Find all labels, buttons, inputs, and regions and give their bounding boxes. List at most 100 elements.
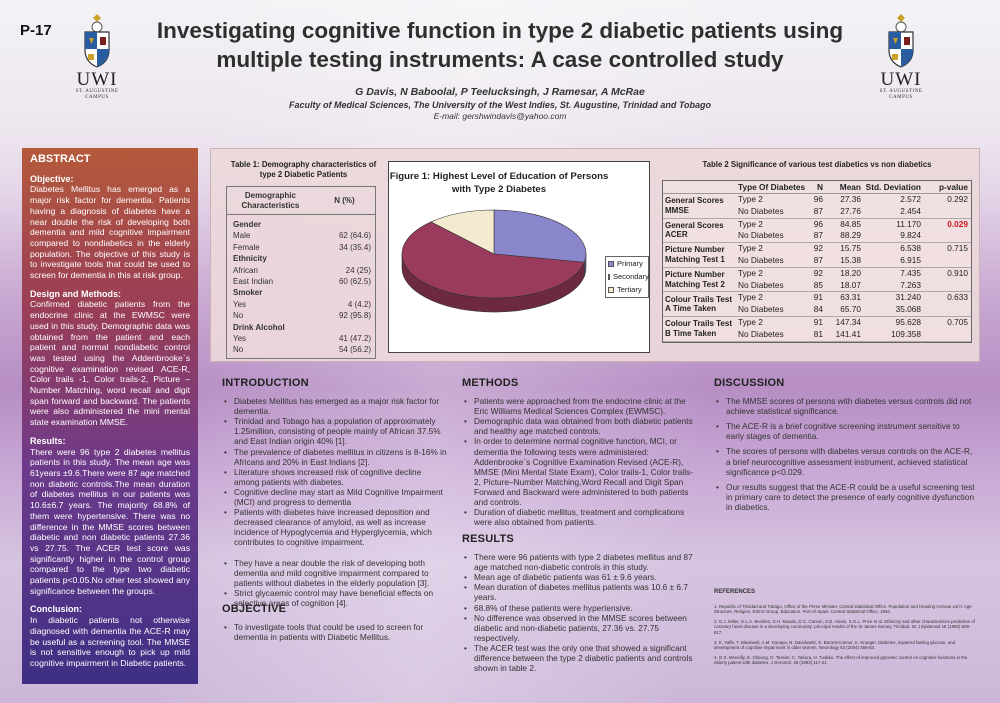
reference-item: 3. K. Yaffe, T. Blackwell, A.M. Kanaya, …: [714, 639, 956, 651]
cell-mean: 18.07: [840, 279, 861, 290]
cell-n: 84: [813, 304, 823, 315]
bullet-item: Strict glycaemic control may have benefi…: [222, 588, 448, 608]
table1-value: 62 (64.6): [338, 231, 371, 241]
table1-row: Male 62 (64.6): [227, 230, 375, 241]
cell-mean: 27.36: [840, 194, 861, 204]
table1-value: [320, 219, 375, 230]
cell-p-value: 0.029: [947, 218, 968, 229]
cell-n: 85: [813, 279, 823, 290]
table1-value: 4 (4.2): [347, 299, 371, 309]
cell-sd: 7.263: [900, 279, 921, 290]
table1-label: Male: [233, 231, 251, 241]
table1-value: [320, 253, 375, 264]
references-heading: REFERENCES: [714, 589, 756, 595]
table1-label: Yes: [233, 333, 247, 343]
results-section: RESULTS There were 96 patients with type…: [462, 533, 694, 673]
table2-row: No Diabetes 87 15.38 6.915: [735, 255, 971, 267]
cell-p-value: [921, 329, 971, 341]
conclusion-subheading: Conclusion:: [30, 604, 82, 615]
abstract-panel: ABSTRACT Objective: Diabetes Mellitus ha…: [22, 148, 198, 684]
cell-type: Type 2: [738, 316, 763, 327]
table1-label: African: [233, 265, 258, 275]
cell-n: 92: [813, 267, 823, 278]
objective-heading: OBJECTIVE: [222, 603, 287, 615]
table1-label: East Indian: [233, 276, 274, 286]
cell-sd: 9.824: [900, 230, 921, 241]
table1-label: Gender: [233, 220, 262, 229]
results-subheading: Results:: [30, 435, 66, 446]
table1-demography: Demographic Characteristics N (%) Gender…: [226, 186, 376, 359]
cell-p-value: 0.633: [947, 292, 968, 303]
table2-row: No Diabetes 87 88.29 9.824: [735, 230, 971, 242]
cell-type: No Diabetes: [738, 254, 784, 265]
pie-slice-tertiary: [430, 209, 495, 255]
table2-row: Type 2 96 84.85 11.170 0.029: [735, 219, 971, 231]
table2-header: Type Of Diabetes N Mean Std. Deviation p…: [663, 181, 971, 194]
table1-value: 60 (62.5): [338, 276, 371, 286]
cell-n: 81: [813, 328, 823, 339]
chart-title: Figure 1: Highest Level of Education of …: [389, 171, 609, 195]
cell-p-value: [921, 230, 971, 242]
uwi-logo-left: UWI ST. AUGUSTINE CAMPUS: [62, 12, 132, 102]
cell-sd: 7.435: [900, 267, 921, 278]
introduction-section: INTRODUCTION Diabetes Mellitus has emerg…: [222, 377, 448, 608]
test-name: Colour Trails Test B Time Taken: [665, 319, 732, 338]
cell-p-value: [921, 206, 971, 218]
cell-mean: 84.85: [840, 218, 861, 229]
table2-group: General Scores MMSE Type 2 96 27.36 2.572 0.2…: [663, 194, 971, 219]
bullet-item: Patients with diabetes have increased de…: [222, 507, 448, 547]
table1-label: No: [233, 345, 244, 355]
cell-type: Type 2: [738, 243, 763, 254]
legend-label: Tertiary: [617, 285, 642, 294]
cell-sd: 2.454: [900, 205, 921, 216]
table1-row: No 92 (95.8): [227, 310, 375, 321]
table1-label: No: [233, 311, 244, 321]
discussion-heading: DISCUSSION: [714, 377, 785, 389]
table1-row: Drink Alcohol: [227, 322, 375, 333]
table1-value: [320, 287, 375, 298]
legend-label: Secondary: [613, 272, 649, 281]
cell-mean: 147.34: [835, 316, 861, 327]
table2-group: General Scores ACER Type 2 96 84.85 11.170 0.…: [663, 219, 971, 244]
bullet-item: The scores of persons with diabetes vers…: [714, 446, 976, 476]
table1-col1: Demographic Characteristics: [241, 190, 300, 210]
table1-col2: N (%): [334, 196, 355, 205]
bullet-list: There were 96 patients with type 2 diabe…: [462, 552, 694, 673]
author-block: G Davis, N Baboolal, P Teelucksingh, J R…: [150, 86, 850, 122]
legend-item: Primary: [606, 257, 648, 270]
methods-heading: METHODS: [462, 377, 519, 389]
bullet-item: Duration of diabetic mellitus, treatment…: [462, 507, 694, 527]
table1-row: Yes 4 (4.2): [227, 299, 375, 310]
cell-type: No Diabetes: [738, 205, 784, 216]
legend-label: Primary: [617, 259, 643, 268]
header-n: N: [817, 182, 823, 192]
authors: G Davis, N Baboolal, P Teelucksingh, J R…: [355, 86, 645, 98]
logo-text: UWI: [76, 69, 118, 90]
cell-p-value: 0.715: [947, 243, 968, 254]
design-subheading: Design and Methods:: [30, 288, 122, 299]
cell-n: 91: [813, 316, 823, 327]
bullet-item: The MMSE scores of persons with diabetes…: [714, 396, 976, 416]
bullet-item: Literature shows increased risk of cogni…: [222, 467, 448, 487]
table1-row: Female 34 (35.4): [227, 242, 375, 253]
table1-value: 54 (56.2): [338, 345, 371, 355]
table1-header: Demographic Characteristics N (%): [227, 187, 375, 215]
table1-body: Gender Male 62 (64.6) Female 34 (35.4) Ethnic…: [227, 215, 375, 358]
bullet-item: 68.8% of these patients were hypertensiv…: [462, 603, 694, 613]
table2-row: Type 2 91 63.31 31.240 0.633: [735, 292, 971, 304]
table2-group: Picture Number Matching Test 2 Type 2 92 18…: [663, 268, 971, 293]
test-name: General Scores ACER: [665, 220, 724, 240]
legend-swatch: [608, 260, 614, 267]
table1-row: Gender: [227, 219, 375, 230]
table2-group: Colour Trails Test A Time Taken Type 2 91 6…: [663, 292, 971, 317]
logo-campus: ST. AUGUSTINE CAMPUS: [879, 89, 923, 100]
bullet-list: The MMSE scores of persons with diabetes…: [714, 396, 976, 512]
abstract-objective: Diabetes Mellitus has emerged as a major…: [30, 184, 190, 281]
table2-group: Picture Number Matching Test 1 Type 2 92 15…: [663, 243, 971, 268]
poster-id: P-17: [20, 22, 52, 39]
pie-plot: [401, 209, 587, 313]
objective-section: OBJECTIVE To investigate tools that coul…: [222, 603, 448, 642]
bullet-item: In order to determine normal cognitive f…: [462, 436, 694, 507]
table2-body: General Scores MMSE Type 2 96 27.36 2.572 0.2…: [663, 194, 971, 342]
table1-value: 41 (47.2): [338, 333, 371, 343]
